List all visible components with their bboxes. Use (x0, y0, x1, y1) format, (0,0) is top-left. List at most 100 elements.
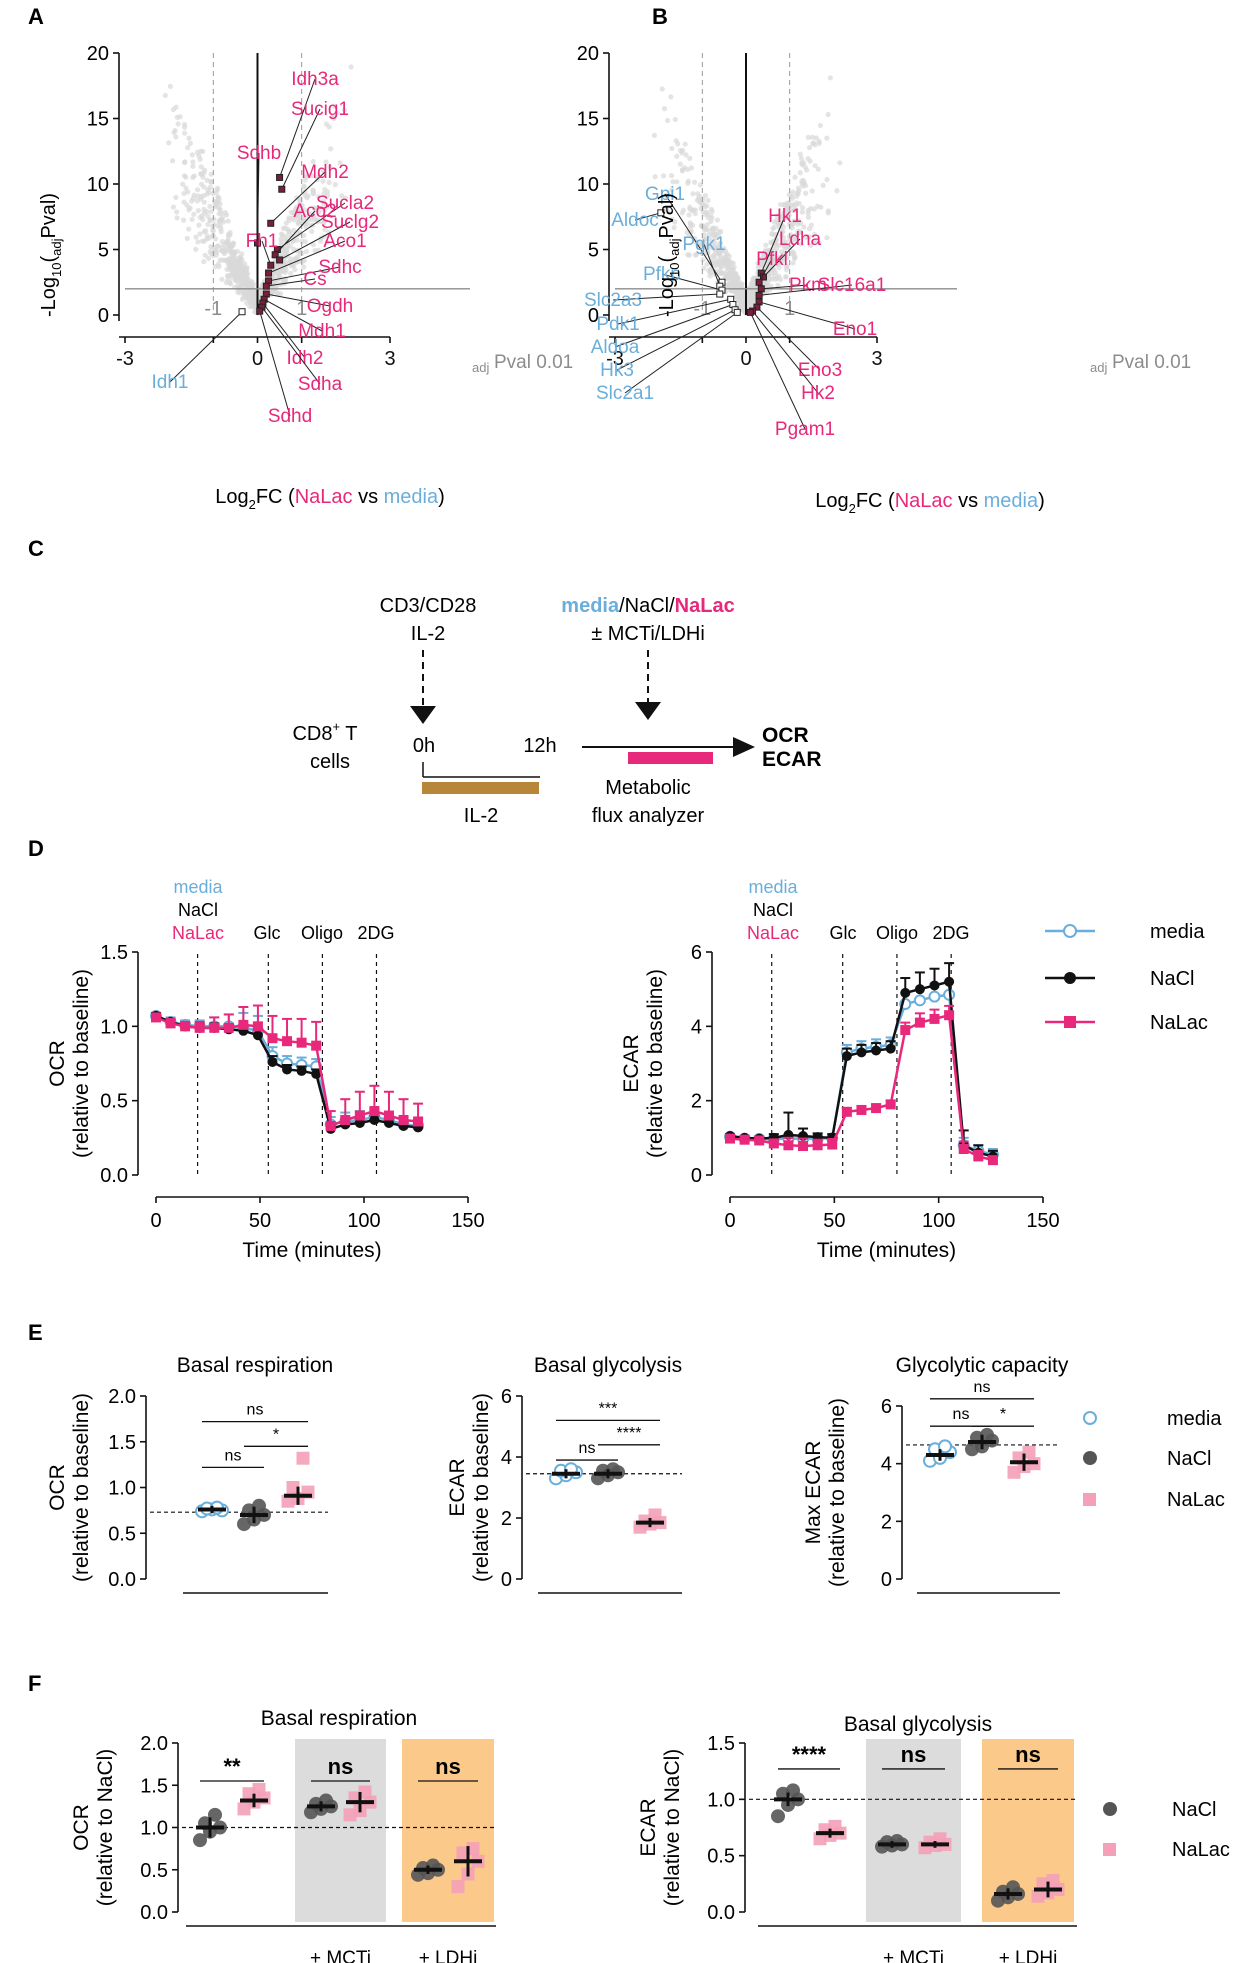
ocr-inj-media: media (173, 877, 223, 897)
data-point-nalac (383, 1110, 394, 1121)
ocr-timecourse: 0.0 0.5 1.0 1.5 0 50 100 150 Time (minutes) OCR (r… (46, 877, 485, 1262)
background-point (780, 235, 787, 241)
leader-line (703, 243, 721, 287)
y-axis-title-2: (relative to baseline) (70, 1393, 93, 1582)
data-point-nalac (987, 1155, 998, 1166)
background-point (665, 209, 671, 215)
condition-label: + LDHi (419, 1948, 478, 1963)
background-point (201, 170, 207, 176)
background-point (809, 188, 815, 194)
treatment-window-bar (628, 752, 713, 764)
background-point (235, 282, 242, 288)
background-point (779, 258, 785, 264)
background-point (171, 129, 177, 136)
background-point (805, 214, 812, 220)
y-tick-label: 2.0 (108, 1386, 136, 1408)
background-point (181, 190, 187, 197)
background-point (207, 248, 213, 255)
leader-line (763, 238, 801, 278)
significance-label: ns (974, 1379, 991, 1396)
x-axis-title: Time (minutes) (817, 1239, 956, 1262)
background-point (687, 224, 694, 230)
background-point (175, 121, 181, 127)
legend-d-label-media: media (1150, 921, 1205, 943)
background-point (793, 193, 800, 200)
gene-label: Idh2 (287, 348, 324, 369)
background-point (712, 235, 718, 241)
background-point (796, 201, 802, 207)
y-axis-title-2: (relative to baseline) (826, 1398, 849, 1587)
x-tick-label: -1 (693, 298, 711, 320)
leader-line (279, 78, 316, 178)
background-point (205, 255, 212, 261)
background-point (668, 172, 675, 179)
background-point (311, 205, 317, 211)
legend-f-marker-nacl (1103, 1802, 1117, 1816)
stim-label-2: IL-2 (411, 623, 445, 645)
background-point (705, 197, 711, 203)
f-basal-respiration: + MCTi + LDHi Basal respiration 0.0 0.5 1.0 1.… (70, 1707, 496, 1963)
background-point (230, 263, 236, 269)
background-point (799, 209, 805, 215)
significance-label: * (1000, 1406, 1006, 1423)
gene-point (746, 308, 754, 316)
gene-label: Aldoa (591, 337, 640, 358)
ecar-inj-nacl: NaCl (753, 900, 793, 920)
leader-line (268, 240, 346, 274)
background-point (275, 269, 282, 275)
background-point (790, 260, 796, 266)
background-point (781, 243, 787, 249)
background-point (320, 198, 327, 204)
background-point (699, 223, 705, 229)
background-point (315, 205, 321, 211)
background-point (651, 132, 657, 138)
background-point (299, 203, 305, 209)
background-point (302, 221, 308, 227)
x-tick-label: 150 (451, 1210, 484, 1232)
x-tick-label: 0 (740, 348, 751, 370)
gene-point (276, 256, 284, 264)
y-tick-label: 2 (881, 1511, 892, 1533)
background-point (205, 213, 211, 219)
leader-line (277, 202, 346, 250)
data-point-nalac (725, 1133, 735, 1144)
y-axis-title-2: (relative to NaCl) (94, 1749, 117, 1907)
background-point (825, 208, 831, 214)
background-point (324, 193, 331, 199)
background-point (820, 182, 826, 188)
background-point (287, 243, 293, 249)
background-point (700, 208, 706, 215)
background-point (180, 217, 187, 223)
background-point (288, 270, 294, 277)
background-point (174, 209, 180, 215)
background-point (290, 210, 297, 216)
background-point (184, 235, 190, 242)
data-point-nacl (856, 1047, 867, 1058)
y-axis-title-2: (relative to baseline) (70, 969, 93, 1158)
data-point-nalac (933, 1832, 947, 1846)
background-point (214, 185, 221, 191)
data-point-nalac (209, 1022, 220, 1033)
data-point-nalac (783, 1140, 794, 1151)
background-point (310, 158, 316, 165)
data-point-nacl (193, 1833, 207, 1848)
x-tick-label: 100 (922, 1210, 955, 1232)
condition-label: + LDHi (999, 1948, 1058, 1963)
threshold-label-a-sub: adj (472, 360, 489, 375)
leader-line (281, 108, 321, 190)
background-point (220, 257, 226, 263)
time-0h: 0h (413, 735, 435, 757)
y-tick-label: 0 (588, 305, 599, 327)
e-basal-respiration: Basal respiration 0.0 0.5 1.0 1.5 2.0 OCR (rela… (46, 1354, 333, 1594)
background-point (224, 257, 230, 264)
background-point (210, 244, 217, 250)
background-point (784, 255, 790, 261)
data-point-nacl (871, 1045, 882, 1056)
ecar-inj-media: media (748, 877, 798, 897)
chart-title: Basal glycolysis (534, 1354, 682, 1377)
y-tick-label: 0.5 (707, 1846, 735, 1868)
y-axis-title-2: (relative to NaCl) (661, 1749, 684, 1907)
treatment-label: media/NaCl/NaLac (561, 595, 734, 617)
leader-line (756, 306, 821, 371)
background-point (326, 179, 332, 186)
